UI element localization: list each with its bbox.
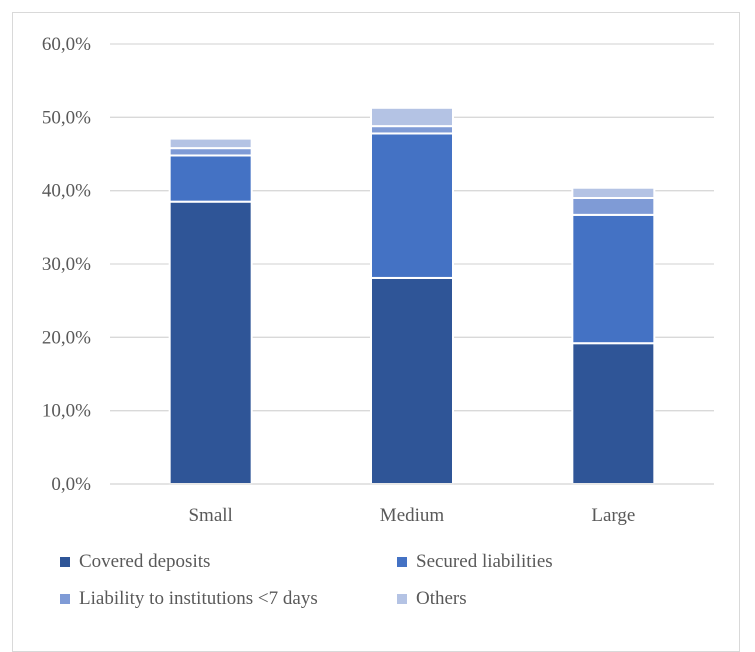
- legend-swatch: [397, 557, 407, 567]
- y-tick-label: 40,0%: [42, 181, 91, 202]
- x-category-label: Large: [591, 505, 635, 526]
- legend-label: Others: [416, 588, 467, 609]
- legend: Covered deposits Secured liabilities Liabi…: [60, 551, 553, 609]
- bars: [168, 106, 656, 486]
- bar-segment-large-1: [571, 213, 656, 345]
- bar-segment-small-2: [168, 147, 253, 157]
- bar-segment-small-1: [168, 154, 253, 203]
- stacked-bar-chart: 0,0% 10,0% 20,0% 30,0% 40,0% 50,0% 60,0% Small…: [42, 34, 714, 609]
- legend-label: Secured liabilities: [416, 551, 553, 572]
- legend-label: Liability to institutions <7 days: [79, 588, 318, 609]
- bar-segment-medium-3: [370, 106, 454, 128]
- y-tick-label: 0,0%: [51, 474, 91, 495]
- x-category-label: Small: [188, 505, 232, 526]
- bar-segment-medium-1: [370, 132, 454, 279]
- y-axis-ticks: 0,0% 10,0% 20,0% 30,0% 40,0% 50,0% 60,0%: [42, 34, 91, 495]
- y-tick-label: 50,0%: [42, 107, 91, 128]
- x-axis: Small Medium Large: [110, 483, 714, 526]
- y-tick-label: 10,0%: [42, 401, 91, 422]
- legend-swatch: [397, 594, 407, 604]
- y-tick-label: 20,0%: [42, 327, 91, 348]
- x-category-label: Medium: [380, 505, 445, 526]
- bar-segment-small-3: [168, 137, 253, 150]
- bar-segment-medium-0: [370, 276, 454, 485]
- legend-label: Covered deposits: [79, 551, 210, 572]
- bar-segment-medium-2: [370, 125, 454, 135]
- legend-swatch: [60, 594, 70, 604]
- legend-swatch: [60, 557, 70, 567]
- bar-segment-large-0: [571, 342, 656, 486]
- y-tick-label: 30,0%: [42, 254, 91, 275]
- y-tick-label: 60,0%: [42, 34, 91, 55]
- bar-segment-large-3: [571, 186, 656, 200]
- bar-segment-small-0: [168, 200, 253, 486]
- bar-segment-large-2: [571, 197, 656, 216]
